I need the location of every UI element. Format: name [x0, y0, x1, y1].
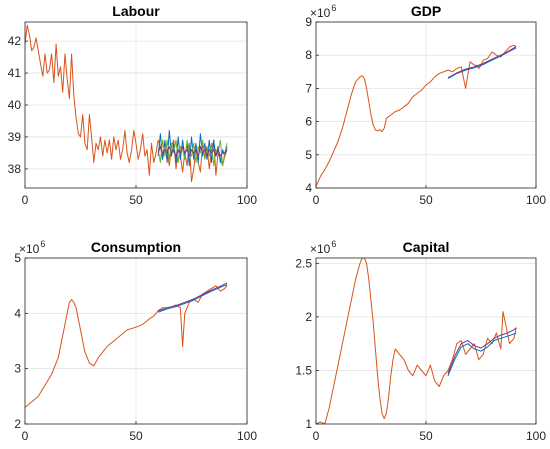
consumption-subplot: 0 50 100 2 3 4 5×10 6 Consumption	[14, 239, 257, 443]
gdp-series-line-2	[447, 46, 517, 79]
gdp-xtick-label: 100	[526, 193, 546, 207]
gdp-multiplier-exponent: 6	[331, 3, 336, 13]
gdp-xtick-label: 0	[313, 193, 320, 207]
labour-subplot: 0 50 100 38 39 40 41 42 Labour	[8, 3, 258, 207]
labour-ytick-label: 39	[8, 130, 22, 144]
labour-ytick-label: 42	[8, 34, 22, 48]
consumption-ytick-label: 4	[14, 306, 21, 320]
consumption-series-group	[25, 282, 228, 408]
labour-series-line-2	[157, 139, 228, 167]
capital-xtick-label: 100	[526, 429, 546, 443]
consumption-series-line-0	[25, 285, 228, 408]
capital-multiplier-exponent: 6	[331, 239, 336, 249]
gdp-ytick-label: 6	[305, 115, 312, 129]
consumption-ytick-label: 5	[14, 251, 21, 265]
consumption-series-line-1	[158, 284, 228, 313]
capital-subplot: 0 50 100 1 1.5 2 2.5×10 6 Capital	[295, 239, 546, 443]
gdp-ytick-label: 7	[305, 81, 312, 95]
labour-xtick-label: 50	[129, 193, 143, 207]
labour-title: Labour	[112, 3, 160, 19]
labour-xtick-label: 0	[22, 193, 29, 207]
gdp-series-line-1	[447, 47, 517, 79]
capital-ytick-label: 1.5	[295, 363, 312, 377]
labour-series-line-3	[157, 146, 228, 157]
gdp-series-group	[316, 44, 517, 187]
consumption-multiplier-exponent: 6	[40, 239, 45, 249]
consumption-xtick-label: 0	[22, 429, 29, 443]
labour-xtick-label: 100	[237, 193, 257, 207]
labour-series-line-0	[25, 24, 228, 183]
consumption-series-line-2	[158, 282, 228, 312]
capital-ytick-label: 1	[305, 417, 312, 431]
gdp-ytick-label: 4	[305, 181, 312, 195]
consumption-ytick-label: 2	[14, 417, 21, 431]
gdp-title: GDP	[411, 3, 441, 19]
capital-ytick-label: 2.5	[295, 256, 312, 270]
consumption-multiplier: ×10	[19, 242, 40, 256]
gdp-multiplier: ×10	[310, 6, 331, 20]
capital-xtick-label: 50	[419, 429, 433, 443]
consumption-ytick-label: 3	[14, 362, 21, 376]
gdp-ytick-label: 5	[305, 148, 312, 162]
capital-series-line-1	[447, 332, 517, 376]
capital-multiplier: ×10	[310, 242, 331, 256]
capital-ytick-label: 2	[305, 310, 312, 324]
gdp-xtick-label: 50	[419, 193, 433, 207]
consumption-xtick-label: 100	[237, 429, 257, 443]
capital-series-group	[316, 258, 517, 424]
consumption-xtick-label: 50	[129, 429, 143, 443]
labour-ytick-label: 40	[8, 98, 22, 112]
capital-xtick-label: 0	[313, 429, 320, 443]
capital-series-line-0	[316, 258, 517, 424]
labour-ytick-label: 41	[8, 66, 22, 80]
capital-title: Capital	[403, 239, 450, 255]
labour-series-group	[25, 24, 228, 183]
gdp-ytick-label: 9	[305, 15, 312, 29]
labour-ytick-label: 38	[8, 162, 22, 176]
capital-series-line-2	[447, 327, 517, 374]
gdp-ytick-label: 8	[305, 48, 312, 62]
consumption-title: Consumption	[91, 239, 181, 255]
